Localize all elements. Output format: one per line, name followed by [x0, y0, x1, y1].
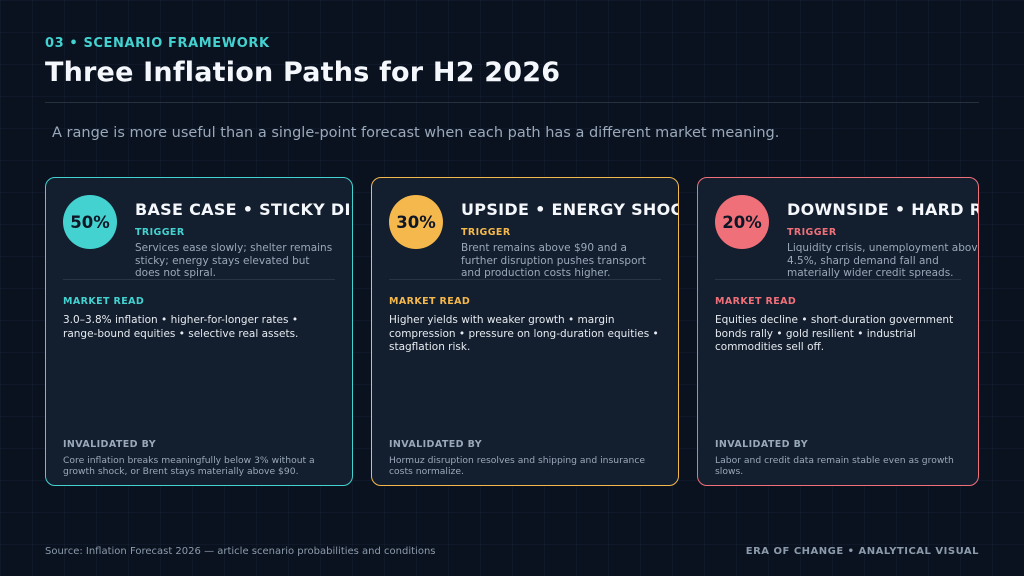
scenario-title: BASE CASE • STICKY DISINFLATION: [135, 200, 352, 219]
card-divider: [63, 279, 335, 280]
market-read-text: Higher yields with weaker growth • margi…: [389, 314, 659, 353]
invalidated-by-text: Hormuz disruption resolves and shipping …: [389, 455, 646, 477]
invalidated-by-text: Core inflation breaks meaningfully below…: [63, 455, 315, 477]
market-read-label: MARKET READ: [63, 296, 145, 307]
title-divider: [45, 102, 979, 103]
scenario-card-base: 50% BASE CASE • STICKY DISINFLATION TRIG…: [45, 177, 353, 486]
probability-badge: 50%: [63, 195, 117, 249]
market-read-text: Equities decline • short-duration govern…: [715, 314, 954, 353]
section-kicker: 03 • SCENARIO FRAMEWORK: [45, 36, 270, 51]
invalidated-by-label: INVALIDATED BY: [389, 439, 482, 450]
trigger-text: Liquidity crisis, unemployment above 4.5…: [787, 242, 979, 279]
trigger-label: TRIGGER: [787, 227, 837, 238]
scenario-card-upside: 30% UPSIDE • ENERGY SHOCK TRIGGER Brent …: [371, 177, 679, 486]
card-divider: [389, 279, 661, 280]
trigger-text: Brent remains above $90 and a further di…: [461, 242, 646, 279]
trigger-text: Services ease slowly; shelter remains st…: [135, 242, 333, 279]
card-divider: [715, 279, 961, 280]
scenario-title: DOWNSIDE • HARD RECESSION: [787, 200, 978, 219]
scenario-card-downside: 20% DOWNSIDE • HARD RECESSION TRIGGER Li…: [697, 177, 979, 486]
page-title: Three Inflation Paths for H2 2026: [45, 57, 561, 88]
scenario-title: UPSIDE • ENERGY SHOCK: [461, 200, 679, 219]
trigger-label: TRIGGER: [461, 227, 511, 238]
source-note: Source: Inflation Forecast 2026 — articl…: [45, 546, 436, 557]
market-read-label: MARKET READ: [715, 296, 797, 307]
invalidated-by-label: INVALIDATED BY: [715, 439, 808, 450]
invalidated-by-label: INVALIDATED BY: [63, 439, 156, 450]
probability-badge: 30%: [389, 195, 443, 249]
page-subtitle: A range is more useful than a single-poi…: [52, 125, 780, 141]
brand-label: ERA OF CHANGE • ANALYTICAL VISUAL: [745, 546, 979, 557]
invalidated-by-text: Labor and credit data remain stable even…: [715, 455, 954, 477]
market-read-label: MARKET READ: [389, 296, 471, 307]
market-read-text: 3.0–3.8% inflation • higher-for-longer r…: [63, 314, 299, 340]
probability-badge: 20%: [715, 195, 769, 249]
trigger-label: TRIGGER: [135, 227, 185, 238]
